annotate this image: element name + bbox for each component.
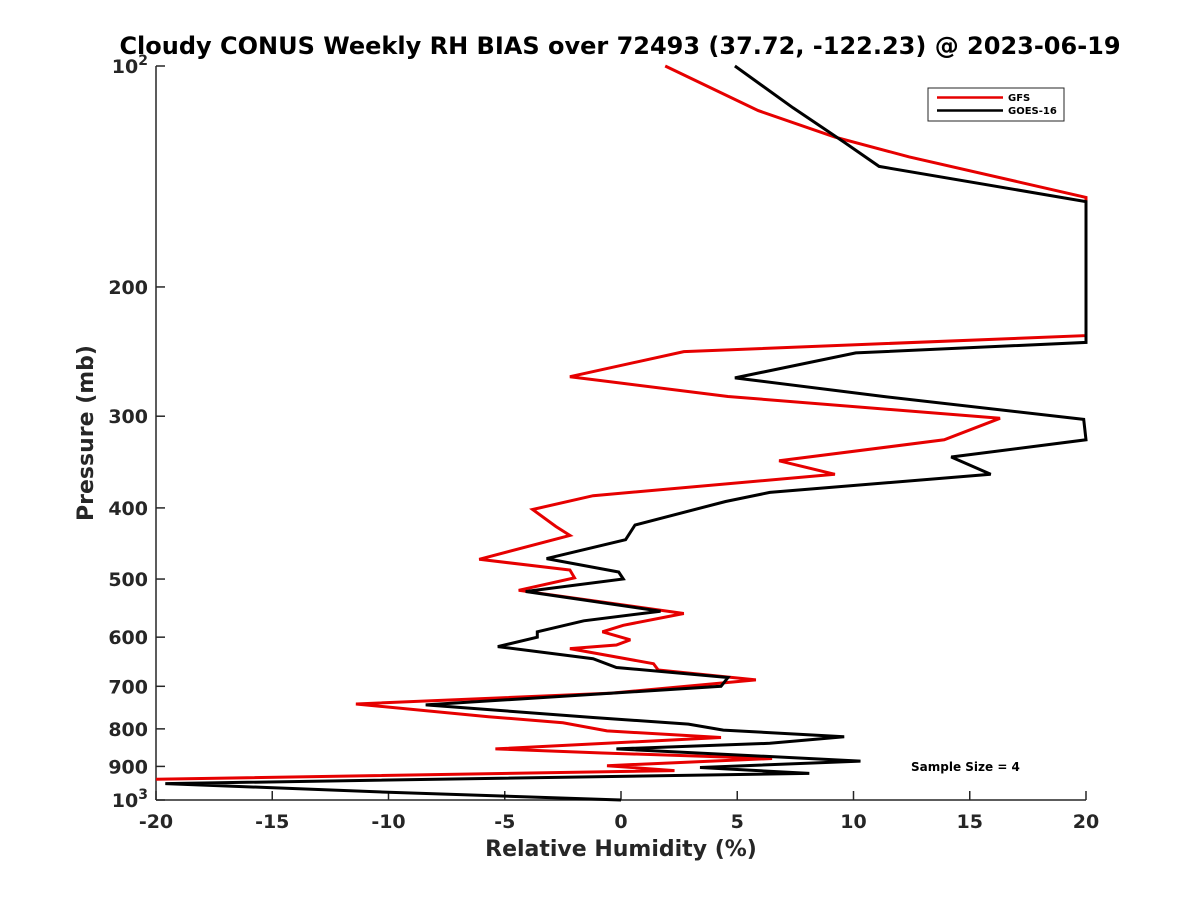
plot-area: -20 -15 -10 -5 0 5 10 15 20 102 200 300 400 500 600 70… xyxy=(108,53,1099,833)
y-tick-label: 200 xyxy=(108,277,148,299)
x-tick-label: 0 xyxy=(614,811,627,833)
y-ticks: 102 200 300 400 500 600 700 800 900 103 xyxy=(108,53,165,812)
legend: GFS GOES-16 xyxy=(927,87,1065,122)
y-tick-label: 102 xyxy=(112,53,148,78)
legend-box xyxy=(927,87,1065,122)
x-tick-label: 20 xyxy=(1073,811,1099,833)
series-line-gfs xyxy=(155,64,1088,781)
series-lines xyxy=(155,64,1088,802)
y-tick-label: 900 xyxy=(108,756,148,778)
legend-label-gfs: GFS xyxy=(1008,93,1030,104)
x-tick-label: 5 xyxy=(731,811,744,833)
x-tick-label: -10 xyxy=(371,811,405,833)
y-axis-label: Pressure (mb) xyxy=(74,345,99,521)
series-line-goes16 xyxy=(165,64,1088,802)
y-tick-label: 600 xyxy=(108,627,148,649)
x-tick-label: 15 xyxy=(957,811,983,833)
chart-title: Cloudy CONUS Weekly RH BIAS over 72493 (… xyxy=(119,32,1120,60)
y-tick-label: 500 xyxy=(108,569,148,591)
x-axis-label: Relative Humidity (%) xyxy=(485,837,757,862)
y-tick-label: 400 xyxy=(108,498,148,520)
y-tick-label: 800 xyxy=(108,719,148,741)
y-tick-label: 300 xyxy=(108,406,148,428)
x-tick-label: 10 xyxy=(840,811,866,833)
sample-size-annotation: Sample Size = 4 xyxy=(911,760,1020,774)
x-tick-label: -20 xyxy=(139,811,173,833)
x-tick-label: -15 xyxy=(255,811,289,833)
y-tick-label: 103 xyxy=(112,787,148,812)
y-tick-label: 700 xyxy=(108,676,148,698)
x-ticks: -20 -15 -10 -5 0 5 10 15 20 xyxy=(139,791,1099,833)
x-tick-label: -5 xyxy=(494,811,515,833)
legend-label-goes16: GOES-16 xyxy=(1008,106,1057,117)
